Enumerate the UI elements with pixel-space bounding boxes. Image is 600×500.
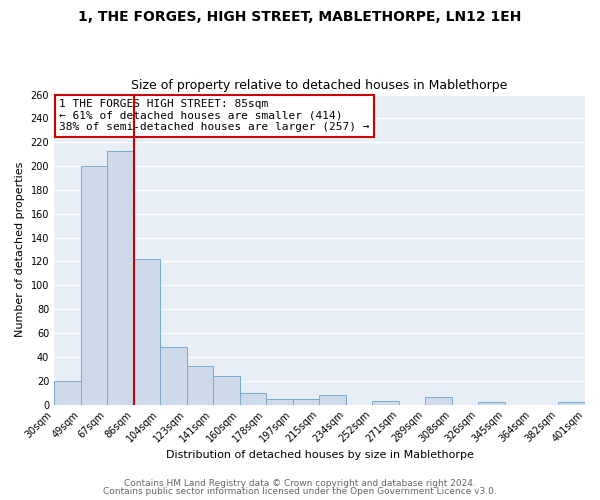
Bar	[187, 366, 213, 405]
Bar	[293, 398, 319, 404]
Bar	[558, 402, 585, 404]
Title: Size of property relative to detached houses in Mablethorpe: Size of property relative to detached ho…	[131, 79, 508, 92]
Text: Contains HM Land Registry data © Crown copyright and database right 2024.: Contains HM Land Registry data © Crown c…	[124, 478, 476, 488]
Bar	[134, 259, 160, 404]
Bar	[213, 376, 240, 404]
Y-axis label: Number of detached properties: Number of detached properties	[15, 162, 25, 338]
Bar	[319, 395, 346, 404]
Bar	[425, 398, 452, 404]
Bar	[81, 166, 107, 404]
Text: 1, THE FORGES, HIGH STREET, MABLETHORPE, LN12 1EH: 1, THE FORGES, HIGH STREET, MABLETHORPE,…	[79, 10, 521, 24]
Text: Contains public sector information licensed under the Open Government Licence v3: Contains public sector information licen…	[103, 487, 497, 496]
Bar	[160, 348, 187, 405]
Bar	[107, 150, 134, 404]
Bar	[266, 398, 293, 404]
Bar	[478, 402, 505, 404]
Bar	[372, 401, 399, 404]
Text: 1 THE FORGES HIGH STREET: 85sqm
← 61% of detached houses are smaller (414)
38% o: 1 THE FORGES HIGH STREET: 85sqm ← 61% of…	[59, 99, 370, 132]
Bar	[54, 380, 81, 404]
X-axis label: Distribution of detached houses by size in Mablethorpe: Distribution of detached houses by size …	[166, 450, 473, 460]
Bar	[240, 392, 266, 404]
